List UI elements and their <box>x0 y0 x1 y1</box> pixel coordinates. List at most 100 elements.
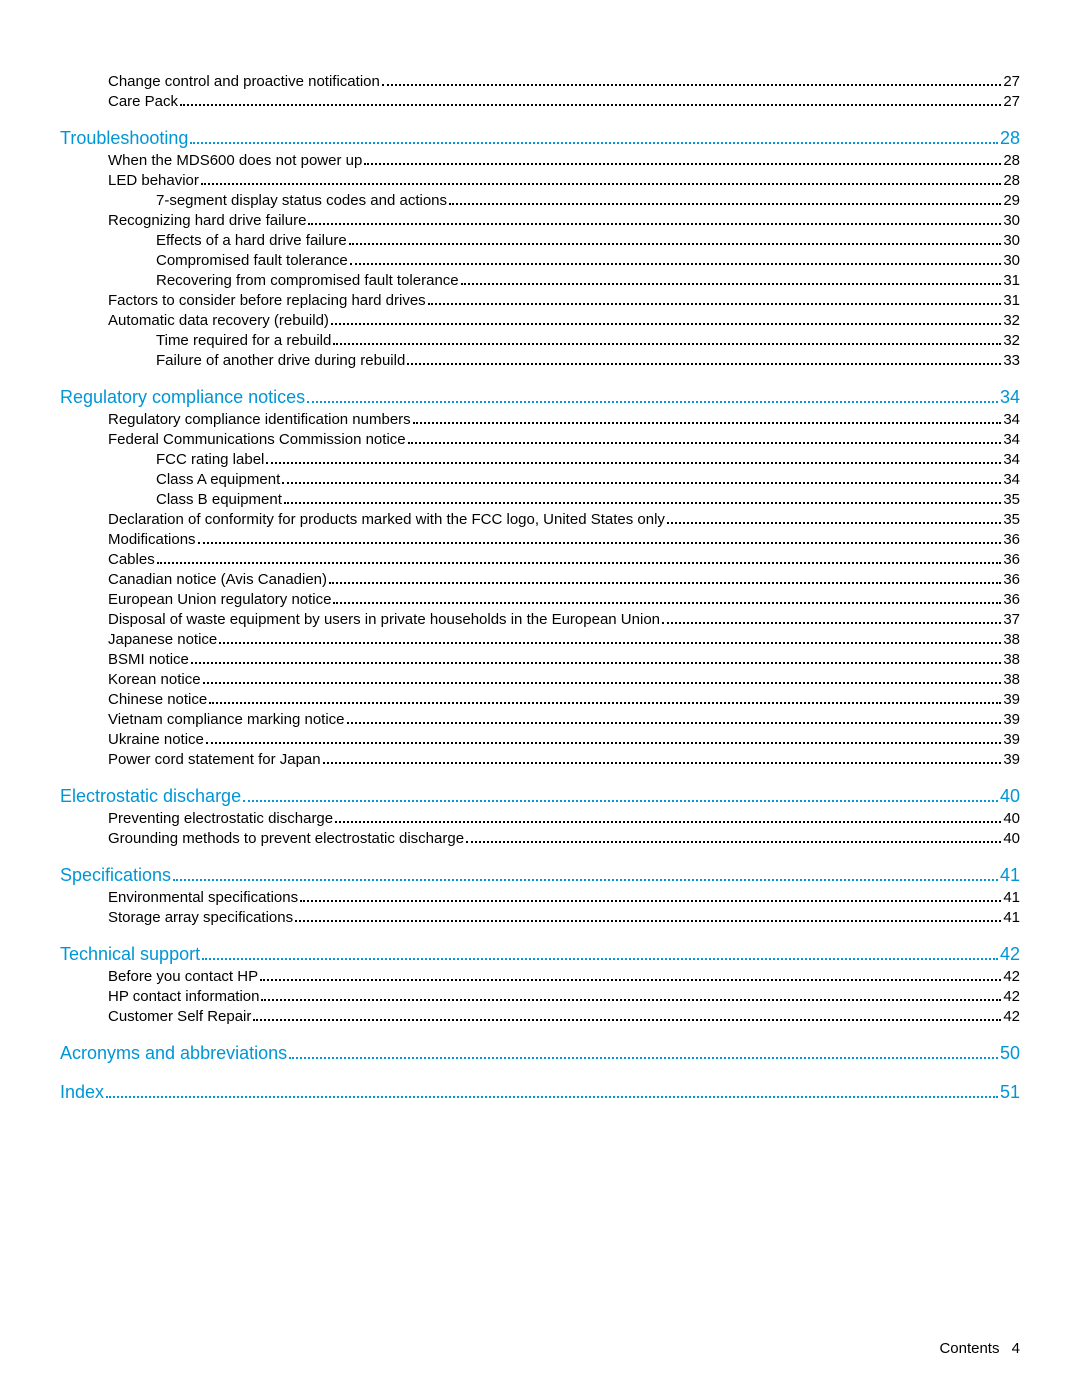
toc-entry[interactable]: Korean notice38 <box>108 671 1020 688</box>
toc-leader-dots <box>449 193 1001 206</box>
toc-leader-dots <box>307 388 998 403</box>
toc-entry[interactable]: European Union regulatory notice36 <box>108 591 1020 608</box>
toc-entry[interactable]: When the MDS600 does not power up28 <box>108 152 1020 169</box>
toc-leader-dots <box>382 74 1001 87</box>
toc-entry-label: Federal Communications Commission notice <box>108 431 406 448</box>
toc-entry[interactable]: Vietnam compliance marking notice39 <box>108 711 1020 728</box>
toc-leader-dots <box>201 173 1001 186</box>
toc-entry[interactable]: Index51 <box>60 1082 1020 1103</box>
toc-entry[interactable]: Acronyms and abbreviations50 <box>60 1043 1020 1064</box>
toc-entry-label: European Union regulatory notice <box>108 591 331 608</box>
toc-entry[interactable]: Federal Communications Commission notice… <box>108 431 1020 448</box>
toc-entry[interactable]: Storage array specifications41 <box>108 909 1020 926</box>
toc-entry-label: FCC rating label <box>156 451 264 468</box>
toc-entry[interactable]: Class B equipment35 <box>156 491 1020 508</box>
toc-entry[interactable]: Declaration of conformity for products m… <box>108 511 1020 528</box>
toc-entry-label: Class B equipment <box>156 491 282 508</box>
toc-entry[interactable]: Japanese notice38 <box>108 631 1020 648</box>
toc-entry[interactable]: Electrostatic discharge40 <box>60 786 1020 807</box>
toc-entry[interactable]: Canadian notice (Avis Canadien)36 <box>108 571 1020 588</box>
toc-entry[interactable]: Environmental specifications41 <box>108 889 1020 906</box>
toc-entry[interactable]: FCC rating label34 <box>156 451 1020 468</box>
toc-entry-label: Technical support <box>60 944 200 965</box>
toc-entry[interactable]: Power cord statement for Japan39 <box>108 751 1020 768</box>
toc-entry-page: 40 <box>1003 830 1020 847</box>
toc-entry[interactable]: Automatic data recovery (rebuild)32 <box>108 312 1020 329</box>
toc-entry-page: 39 <box>1003 711 1020 728</box>
toc-entry-page: 30 <box>1003 252 1020 269</box>
toc-entry[interactable]: Recovering from compromised fault tolera… <box>156 272 1020 289</box>
toc-entry[interactable]: Modifications36 <box>108 531 1020 548</box>
toc-entry[interactable]: Troubleshooting28 <box>60 128 1020 149</box>
toc-entry[interactable]: 7-segment display status codes and actio… <box>156 192 1020 209</box>
toc-leader-dots <box>295 910 1001 923</box>
toc-entry-label: BSMI notice <box>108 651 189 668</box>
toc-leader-dots <box>106 1083 998 1098</box>
toc-leader-dots <box>243 787 998 802</box>
toc-entry-page: 38 <box>1003 631 1020 648</box>
toc-entry[interactable]: Customer Self Repair42 <box>108 1008 1020 1025</box>
toc-leader-dots <box>335 811 1001 824</box>
toc-entry[interactable]: Recognizing hard drive failure30 <box>108 212 1020 229</box>
toc-entry-label: Electrostatic discharge <box>60 786 241 807</box>
toc-entry[interactable]: Change control and proactive notificatio… <box>108 73 1020 90</box>
toc-entry[interactable]: Regulatory compliance notices34 <box>60 387 1020 408</box>
toc-entry-page: 31 <box>1003 292 1020 309</box>
toc-leader-dots <box>261 989 1001 1002</box>
toc-entry-label: Declaration of conformity for products m… <box>108 511 665 528</box>
toc-entry-label: Care Pack <box>108 93 178 110</box>
toc-leader-dots <box>329 572 1001 585</box>
toc-entry[interactable]: Grounding methods to prevent electrostat… <box>108 830 1020 847</box>
toc-entry-label: Recovering from compromised fault tolera… <box>156 272 459 289</box>
toc-entry-label: Specifications <box>60 865 171 886</box>
toc-entry[interactable]: Before you contact HP42 <box>108 968 1020 985</box>
toc-entry[interactable]: Chinese notice39 <box>108 691 1020 708</box>
toc-entry-label: Disposal of waste equipment by users in … <box>108 611 660 628</box>
toc-leader-dots <box>266 452 1001 465</box>
toc-leader-dots <box>253 1009 1001 1022</box>
toc-entry[interactable]: Preventing electrostatic discharge40 <box>108 810 1020 827</box>
toc-entry-page: 27 <box>1003 73 1020 90</box>
toc-entry[interactable]: Effects of a hard drive failure30 <box>156 232 1020 249</box>
toc-entry[interactable]: Failure of another drive during rebuild3… <box>156 352 1020 369</box>
toc-leader-dots <box>219 632 1001 645</box>
toc-entry[interactable]: LED behavior28 <box>108 172 1020 189</box>
toc-entry[interactable]: Time required for a rebuild32 <box>156 332 1020 349</box>
page-footer: Contents 4 <box>939 1340 1020 1357</box>
toc-entry-label: 7-segment display status codes and actio… <box>156 192 447 209</box>
toc-entry[interactable]: Compromised fault tolerance30 <box>156 252 1020 269</box>
toc-entry[interactable]: Technical support42 <box>60 944 1020 965</box>
toc-leader-dots <box>198 532 1002 545</box>
toc-entry-label: Ukraine notice <box>108 731 204 748</box>
toc-entry-page: 39 <box>1003 751 1020 768</box>
toc-leader-dots <box>203 672 1002 685</box>
toc-entry-page: 37 <box>1003 611 1020 628</box>
toc-entry[interactable]: HP contact information42 <box>108 988 1020 1005</box>
toc-entry[interactable]: Ukraine notice39 <box>108 731 1020 748</box>
toc-entry-page: 39 <box>1003 691 1020 708</box>
toc-entry[interactable]: Cables36 <box>108 551 1020 568</box>
toc-entry-page: 30 <box>1003 212 1020 229</box>
toc-leader-dots <box>413 412 1002 425</box>
toc-entry[interactable]: Disposal of waste equipment by users in … <box>108 611 1020 628</box>
toc-entry[interactable]: Factors to consider before replacing har… <box>108 292 1020 309</box>
toc-entry-page: 34 <box>1003 431 1020 448</box>
toc-entry[interactable]: Class A equipment34 <box>156 471 1020 488</box>
toc-entry[interactable]: BSMI notice38 <box>108 651 1020 668</box>
toc-entry[interactable]: Specifications41 <box>60 865 1020 886</box>
toc-entry-page: 36 <box>1003 531 1020 548</box>
toc-entry[interactable]: Care Pack27 <box>108 93 1020 110</box>
toc-entry-page: 32 <box>1003 332 1020 349</box>
footer-label: Contents <box>939 1340 999 1357</box>
toc-entry-page: 29 <box>1003 192 1020 209</box>
toc-entry-page: 41 <box>1003 909 1020 926</box>
toc-leader-dots <box>667 512 1001 525</box>
toc-leader-dots <box>282 472 1001 485</box>
toc-entry-page: 42 <box>1003 988 1020 1005</box>
toc-entry-page: 33 <box>1003 352 1020 369</box>
toc-entry-page: 30 <box>1003 232 1020 249</box>
toc-leader-dots <box>260 969 1001 982</box>
toc-entry[interactable]: Regulatory compliance identification num… <box>108 411 1020 428</box>
toc-leader-dots <box>347 712 1002 725</box>
toc-leader-dots <box>180 94 1001 107</box>
